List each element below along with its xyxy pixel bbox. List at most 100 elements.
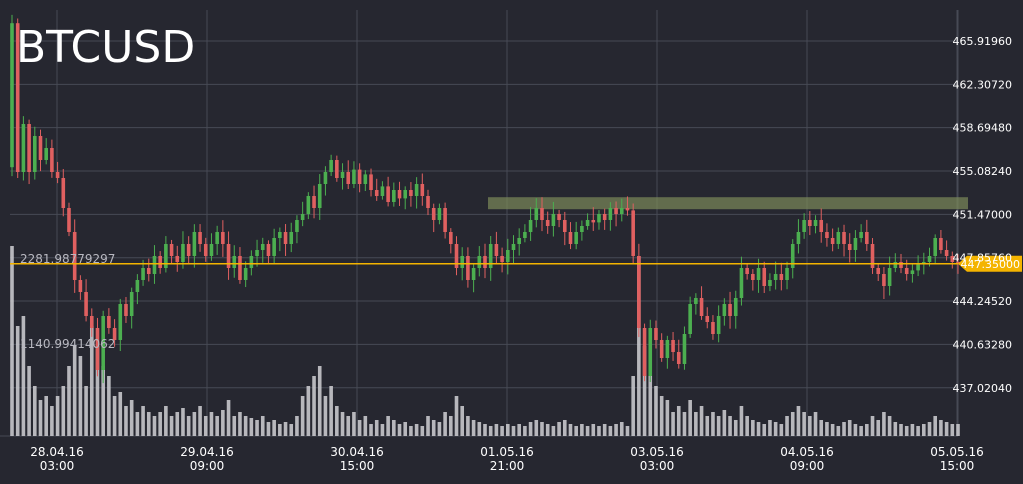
volume-bar	[443, 412, 447, 436]
x-tick-date: 05.05.16	[930, 445, 983, 459]
candle-body	[323, 172, 328, 184]
candle-body	[602, 214, 607, 220]
candle-body	[61, 178, 66, 208]
candle-body	[882, 274, 886, 286]
volume-bar	[129, 400, 134, 436]
volume-bar	[380, 424, 385, 436]
volume-bar	[169, 416, 174, 436]
volume-bar	[164, 406, 168, 436]
volume-bar	[528, 422, 533, 436]
candle-body	[876, 268, 881, 274]
candle-body	[551, 214, 556, 226]
volume-bar	[614, 424, 618, 436]
volume-bar	[534, 420, 539, 436]
volume-bar	[745, 416, 749, 436]
candle-body	[699, 298, 704, 316]
x-tick-time: 21:00	[490, 459, 525, 473]
volume-bar	[215, 416, 219, 436]
volume-bar	[711, 412, 715, 436]
candle-body	[825, 232, 829, 238]
volume-bar	[574, 426, 578, 436]
x-tick-time: 03:00	[640, 459, 675, 473]
candle-body	[95, 328, 100, 370]
candle-body	[443, 208, 447, 232]
volume-bar	[540, 422, 544, 436]
volume-bar	[773, 422, 778, 436]
volume-bar	[842, 422, 846, 436]
candle-body	[671, 340, 675, 352]
volume-bar	[865, 424, 869, 436]
volume-bar	[15, 326, 20, 436]
candle-body	[260, 244, 265, 250]
volume-bar	[141, 406, 145, 436]
candle-body	[756, 268, 761, 280]
candle-body	[21, 124, 26, 172]
volume-bar	[648, 376, 653, 436]
candle-body	[853, 238, 858, 250]
candle-body	[939, 238, 943, 250]
candle-body	[67, 208, 71, 232]
candle-body	[374, 190, 379, 196]
candle-body	[956, 262, 960, 264]
x-tick-date: 29.04.16	[180, 445, 233, 459]
candle-body	[631, 210, 635, 256]
x-tick-date: 28.04.16	[30, 445, 83, 459]
candle-body	[198, 232, 202, 244]
candle-body	[488, 244, 493, 268]
volume-bar	[414, 424, 419, 436]
candle-body	[118, 304, 123, 340]
candle-body	[808, 220, 812, 226]
volume-bar	[101, 366, 105, 436]
candle-body	[733, 298, 738, 316]
y-tick-label: 444.24520	[953, 295, 1013, 308]
volume-bar	[386, 416, 390, 436]
candle-body	[619, 208, 624, 214]
y-tick-label: 462.30720	[953, 78, 1013, 91]
candle-body	[557, 214, 561, 220]
candle-body	[728, 304, 732, 316]
candle-body	[859, 232, 863, 238]
candle-body	[158, 256, 162, 268]
candle-body	[192, 232, 197, 256]
candle-body	[10, 23, 14, 168]
volume-bar	[135, 412, 140, 436]
candle-body	[562, 220, 567, 232]
volume-bar	[785, 416, 789, 436]
volume-bar	[580, 424, 584, 436]
candle-body	[317, 184, 322, 208]
candle-body	[773, 274, 778, 280]
volume-bar	[226, 400, 231, 436]
candle-body	[597, 214, 601, 223]
candle-body	[751, 274, 755, 280]
volume-bar	[152, 416, 157, 436]
candle-body	[836, 232, 841, 244]
chart-title: BTCUSD	[16, 22, 195, 73]
volume-bar	[272, 420, 276, 436]
candle-body	[352, 169, 356, 184]
candle-body	[762, 268, 767, 286]
candle-body	[505, 250, 510, 262]
candle-body	[221, 232, 225, 244]
x-tick-date: 03.05.16	[630, 445, 683, 459]
y-axis-ticks: 465.91960 462.30720 458.69480 455.08240 451.…	[953, 35, 1013, 395]
volume-bar	[688, 400, 692, 436]
candle-body	[711, 322, 715, 334]
candle-body	[38, 136, 43, 160]
volume-bar	[306, 386, 311, 436]
volume-bar	[488, 426, 493, 436]
candle-body	[545, 220, 550, 226]
volume-bar	[352, 412, 356, 436]
volume-bar	[922, 424, 926, 436]
candle-body	[802, 220, 806, 232]
candle-body	[32, 136, 37, 172]
volume-bar	[733, 420, 738, 436]
candle-body	[272, 238, 276, 256]
candle-body	[768, 280, 772, 286]
candle-body	[523, 232, 527, 238]
volume-bar	[260, 416, 265, 436]
candle-body	[790, 244, 795, 268]
volume-bar	[283, 422, 288, 436]
volume-bar	[722, 410, 727, 436]
candle-body	[278, 232, 282, 238]
candle-body	[84, 292, 88, 316]
